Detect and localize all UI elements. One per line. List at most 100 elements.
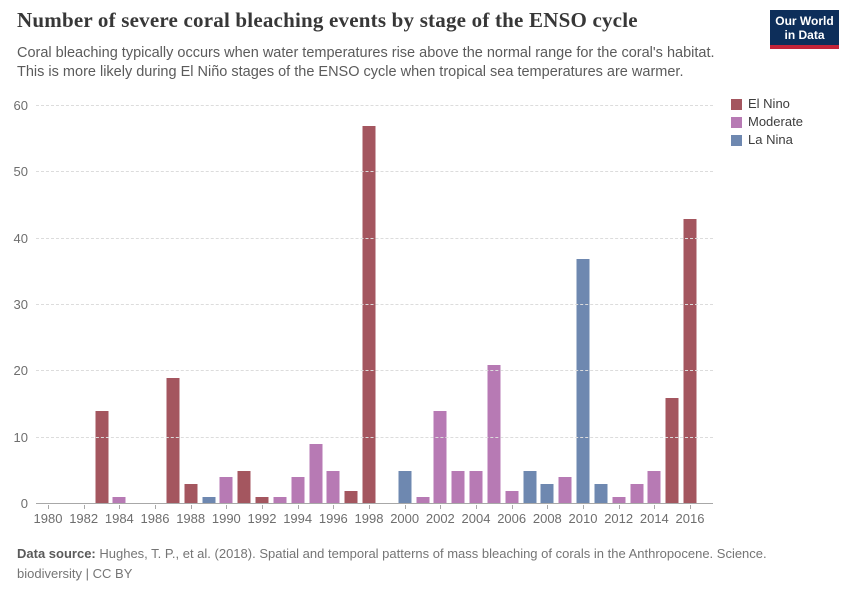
legend-item-el-nino[interactable]: El Nino	[731, 97, 803, 111]
bar-1993[interactable]	[273, 497, 287, 504]
bar-2001[interactable]	[416, 497, 429, 504]
x-axis-labels: 1980 1982 1984 1986 1988 1990 1992 1994 1996 1998…	[34, 504, 704, 534]
legend-label-la-nina: La Nina	[748, 132, 793, 147]
chart-subtitle: Coral bleaching typically occurs when wa…	[17, 44, 737, 82]
x-tick-label-1980: 1980	[33, 511, 63, 526]
owid-logo-line-2: in Data	[784, 27, 825, 42]
y-tick-label-30: 30	[13, 297, 28, 312]
y-gridline-20	[36, 370, 713, 372]
x-tick-1998	[369, 505, 370, 509]
bar-2009[interactable]	[558, 477, 572, 504]
bar-2010[interactable]	[576, 258, 590, 504]
bar-1983[interactable]	[95, 411, 108, 504]
bar-2013[interactable]	[630, 484, 643, 504]
x-axis-baseline	[36, 503, 713, 504]
x-tick-1986	[155, 505, 156, 509]
x-tick-label-1984: 1984	[104, 511, 134, 526]
legend-swatch-el-nino	[731, 98, 742, 110]
bar-1990[interactable]	[219, 477, 233, 504]
bar-1995[interactable]	[309, 444, 322, 504]
x-tick-1992	[262, 505, 263, 509]
x-tick-label-1992: 1992	[247, 511, 277, 526]
x-tick-label-2010: 2010	[568, 511, 598, 526]
x-tick-label-2014: 2014	[639, 511, 669, 526]
y-tick-label-20: 20	[13, 363, 28, 379]
y-tick-label-10: 10	[13, 429, 28, 445]
bar-2005[interactable]	[487, 364, 501, 504]
x-tick-label-1986: 1986	[140, 511, 170, 526]
bar-1989[interactable]	[202, 497, 215, 504]
x-tick-label-1990: 1990	[211, 511, 241, 526]
bar-2011[interactable]	[594, 484, 608, 504]
legend: El Nino Moderate La Nina	[731, 97, 803, 151]
y-gridline-30	[36, 304, 713, 305]
legend-swatch-la-nina	[731, 134, 742, 146]
y-axis-labels: 0 10 20 30 40 50 60	[0, 99, 28, 511]
bar-1998[interactable]	[362, 125, 376, 504]
bar-2000[interactable]	[398, 470, 412, 504]
x-tick-1984	[119, 505, 121, 509]
bar-2002[interactable]	[433, 411, 447, 504]
x-tick-label-2004: 2004	[461, 511, 491, 526]
legend-item-la-nina[interactable]: La Nina	[731, 133, 803, 147]
footer: Data source: Hughes, T. P., et al. (2018…	[17, 544, 807, 584]
x-tick-2006	[511, 505, 513, 509]
x-tick-2014	[654, 505, 656, 509]
bar-2008[interactable]	[540, 484, 554, 504]
x-tick-2000	[404, 505, 406, 509]
x-tick-1982	[83, 505, 85, 509]
bar-1987[interactable]	[166, 377, 180, 504]
bar-1988[interactable]	[184, 484, 198, 504]
x-tick-1996	[333, 505, 335, 509]
cc-by-link[interactable]: CC BY	[92, 566, 133, 581]
x-tick-2004	[476, 505, 477, 509]
y-gridline-10	[36, 436, 713, 438]
bar-1994[interactable]	[291, 477, 305, 504]
x-tick-2010	[583, 505, 584, 509]
legend-label-el-nino: El Nino	[748, 96, 790, 111]
x-tick-2012	[618, 505, 620, 509]
x-tick-2008	[547, 505, 549, 509]
data-source-line: Data source: Hughes, T. P., et al. (2018…	[17, 544, 807, 564]
bar-2016[interactable]	[683, 218, 697, 504]
y-tick-label-50: 50	[13, 164, 28, 180]
x-tick-2002	[440, 505, 442, 509]
x-tick-1988	[190, 505, 192, 509]
data-source-label: Data source:	[17, 546, 96, 561]
legend-item-moderate[interactable]: Moderate	[731, 115, 803, 129]
x-tick-2016	[690, 505, 691, 509]
bar-2003[interactable]	[451, 470, 465, 504]
bar-2006[interactable]	[505, 490, 519, 504]
data-source-text: Hughes, T. P., et al. (2018). Spatial an…	[99, 546, 767, 561]
subtitle-line-1: Coral bleaching typically occurs when wa…	[17, 45, 715, 61]
x-tick-label-2000: 2000	[390, 511, 420, 526]
bar-2015[interactable]	[665, 397, 679, 504]
x-tick-label-2008: 2008	[532, 511, 562, 526]
legend-swatch-moderate	[731, 116, 742, 128]
owid-logo[interactable]: Our World in Data	[770, 10, 839, 49]
x-tick-label-1988: 1988	[176, 511, 206, 526]
bar-1997[interactable]	[344, 490, 358, 504]
bar-1984[interactable]	[112, 497, 126, 504]
x-tick-label-1982: 1982	[69, 511, 99, 526]
plot-area	[36, 105, 713, 504]
y-tick-label-40: 40	[13, 230, 28, 246]
bar-2014[interactable]	[647, 470, 661, 504]
footer-separator: |	[85, 566, 90, 581]
bar-1992[interactable]	[255, 497, 269, 504]
y-tick-label-60: 60	[13, 98, 28, 113]
x-tick-label-2002: 2002	[425, 511, 455, 526]
bar-1991[interactable]	[237, 470, 251, 504]
y-gridline-40	[36, 237, 713, 239]
x-tick-label-1996: 1996	[318, 511, 348, 526]
x-tick-1980	[48, 505, 49, 509]
y-tick-label-0: 0	[20, 496, 28, 511]
x-tick-label-2006: 2006	[497, 511, 527, 526]
owid-logo-line-1: Our World	[775, 13, 834, 28]
bar-2007[interactable]	[523, 470, 536, 504]
bar-2004[interactable]	[469, 470, 483, 504]
bar-2012[interactable]	[612, 497, 626, 504]
legend-label-moderate: Moderate	[748, 114, 803, 129]
x-tick-label-1998: 1998	[354, 511, 384, 526]
bar-1996[interactable]	[326, 470, 340, 504]
